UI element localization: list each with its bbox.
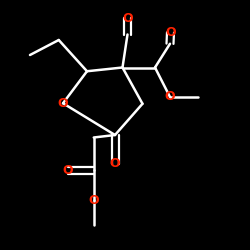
Text: O: O bbox=[122, 12, 133, 24]
Text: O: O bbox=[58, 97, 68, 110]
Text: O: O bbox=[165, 26, 176, 39]
Text: O: O bbox=[88, 194, 99, 206]
Text: O: O bbox=[165, 90, 175, 104]
Text: O: O bbox=[62, 164, 73, 176]
Text: O: O bbox=[110, 157, 120, 170]
